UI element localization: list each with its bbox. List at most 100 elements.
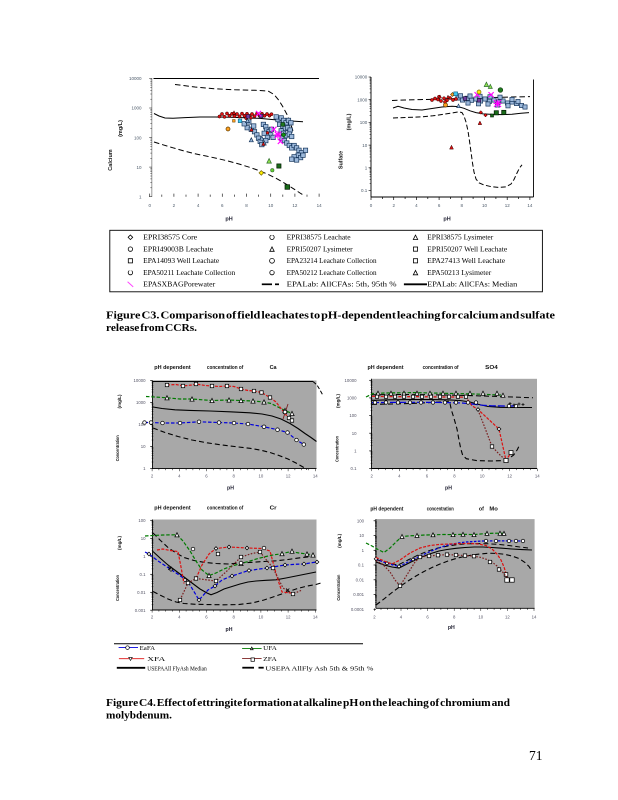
svg-text:10: 10 bbox=[478, 615, 483, 620]
svg-text:Concentration: Concentration bbox=[115, 435, 120, 461]
svg-text:6: 6 bbox=[438, 203, 441, 208]
svg-text:pH: pH bbox=[225, 217, 232, 223]
svg-text:2: 2 bbox=[392, 203, 395, 208]
svg-text:4: 4 bbox=[178, 615, 181, 620]
svg-text:pH: pH bbox=[443, 217, 450, 223]
svg-text:Calcium: Calcium bbox=[108, 149, 114, 171]
svg-text:EPA50211 Leachate Collection: EPA50211 Leachate Collection bbox=[143, 269, 236, 277]
svg-text:EPRI50207 Well Leachate: EPRI50207 Well Leachate bbox=[427, 245, 507, 253]
svg-text:pH: pH bbox=[227, 486, 234, 492]
svg-text:Figure C3. Comparison of fiel: Figure C3. Comparison of field leachates… bbox=[106, 310, 555, 321]
svg-text:12: 12 bbox=[286, 474, 291, 479]
svg-text:concentration: concentration bbox=[427, 507, 454, 513]
svg-text:10: 10 bbox=[482, 203, 488, 208]
svg-text:Cr: Cr bbox=[270, 505, 277, 511]
svg-text:1: 1 bbox=[139, 194, 142, 199]
svg-text:4: 4 bbox=[400, 615, 403, 620]
svg-text:0: 0 bbox=[148, 203, 151, 208]
svg-text:(mg/L): (mg/L) bbox=[118, 120, 124, 137]
svg-text:2: 2 bbox=[151, 615, 154, 620]
svg-text:14: 14 bbox=[535, 474, 540, 479]
svg-text:71: 71 bbox=[529, 748, 543, 763]
svg-text:concentration of: concentration of bbox=[423, 365, 459, 371]
svg-text:0.1: 0.1 bbox=[140, 572, 147, 577]
svg-text:12: 12 bbox=[292, 203, 298, 208]
svg-text:2: 2 bbox=[173, 203, 176, 208]
svg-text:EPA14093 Well Leachate: EPA14093 Well Leachate bbox=[143, 257, 219, 265]
svg-text:6: 6 bbox=[205, 615, 208, 620]
svg-text:6: 6 bbox=[205, 474, 208, 479]
svg-text:pH dependent: pH dependent bbox=[154, 365, 191, 371]
svg-text:10: 10 bbox=[259, 474, 264, 479]
svg-text:concentration of: concentration of bbox=[207, 365, 244, 371]
svg-text:UFA: UFA bbox=[263, 646, 277, 652]
svg-text:1: 1 bbox=[362, 548, 365, 553]
svg-text:2: 2 bbox=[373, 615, 376, 620]
svg-text:4: 4 bbox=[415, 203, 418, 208]
svg-text:0.01: 0.01 bbox=[137, 590, 146, 595]
svg-text:10000: 10000 bbox=[345, 378, 358, 383]
svg-text:Concentration: Concentration bbox=[336, 574, 341, 600]
svg-text:USEPA AllFly Ash 5th & 95th: USEPA AllFly Ash 5th & 95th % bbox=[265, 666, 373, 672]
svg-text:2: 2 bbox=[371, 474, 374, 479]
svg-text:8: 8 bbox=[233, 615, 236, 620]
svg-text:(mg/L): (mg/L) bbox=[336, 393, 341, 408]
svg-text:6: 6 bbox=[426, 615, 429, 620]
svg-text:1: 1 bbox=[143, 466, 146, 471]
svg-text:100: 100 bbox=[360, 120, 368, 125]
svg-text:(mg/L): (mg/L) bbox=[117, 394, 122, 409]
svg-text:EPA50212 Leachate Collection: EPA50212 Leachate Collection bbox=[287, 269, 378, 277]
svg-text:8: 8 bbox=[461, 203, 464, 208]
svg-text:0.001: 0.001 bbox=[353, 592, 364, 597]
svg-text:10000: 10000 bbox=[134, 378, 147, 383]
svg-text:EPA27413 Well Leachate: EPA27413 Well Leachate bbox=[427, 257, 505, 265]
svg-text:12: 12 bbox=[505, 615, 510, 620]
svg-text:4: 4 bbox=[197, 203, 200, 208]
svg-text:12: 12 bbox=[286, 615, 291, 620]
svg-text:(mg/L): (mg/L) bbox=[117, 535, 122, 550]
svg-text:12: 12 bbox=[505, 203, 511, 208]
svg-text:0.001: 0.001 bbox=[135, 608, 146, 613]
svg-text:Ca: Ca bbox=[270, 365, 277, 371]
svg-text:EPRI38575 Core: EPRI38575 Core bbox=[143, 234, 197, 242]
svg-text:EPALab: AllCFAs: Median: EPALab: AllCFAs: Median bbox=[427, 281, 518, 289]
svg-text:concentration of: concentration of bbox=[207, 505, 244, 511]
svg-text:14: 14 bbox=[317, 203, 323, 208]
svg-text:Figure C4. Effect of ettringi: Figure C4. Effect of ettringite formatio… bbox=[106, 698, 510, 709]
svg-text:0: 0 bbox=[370, 203, 373, 208]
svg-text:(mg/L): (mg/L) bbox=[346, 113, 352, 130]
svg-text:100: 100 bbox=[138, 518, 146, 523]
svg-text:pH dependent: pH dependent bbox=[154, 505, 191, 511]
svg-text:6: 6 bbox=[221, 203, 224, 208]
svg-text:Mo: Mo bbox=[489, 507, 498, 513]
svg-text:EPA50213 Lysimeter: EPA50213 Lysimeter bbox=[427, 269, 492, 277]
svg-text:pH: pH bbox=[448, 625, 455, 631]
svg-text:10: 10 bbox=[141, 536, 146, 541]
svg-text:pH dependent: pH dependent bbox=[368, 365, 404, 371]
svg-text:XFA: XFA bbox=[147, 657, 166, 663]
svg-text:10: 10 bbox=[141, 444, 146, 449]
svg-text:10000: 10000 bbox=[129, 76, 142, 81]
svg-text:10000: 10000 bbox=[355, 75, 368, 80]
svg-text:EPALab: AllCFAs: 5th, 95th %: EPALab: AllCFAs: 5th, 95th % bbox=[287, 281, 397, 289]
svg-text:EPASXBAGPorewater: EPASXBAGPorewater bbox=[143, 281, 216, 289]
svg-text:EaFA: EaFA bbox=[140, 646, 156, 652]
svg-text:release from CCRs.: release from CCRs. bbox=[106, 323, 197, 334]
svg-text:10: 10 bbox=[136, 165, 142, 170]
svg-text:EPA23214 Leachate Collection: EPA23214 Leachate Collection bbox=[287, 257, 378, 265]
svg-text:(mg/L): (mg/L) bbox=[337, 533, 342, 548]
svg-text:1000: 1000 bbox=[136, 400, 146, 405]
svg-text:100: 100 bbox=[357, 518, 365, 523]
svg-text:12: 12 bbox=[507, 474, 512, 479]
svg-text:4: 4 bbox=[178, 474, 181, 479]
svg-text:EPRI38575 Leachate: EPRI38575 Leachate bbox=[287, 234, 351, 242]
svg-text:pH: pH bbox=[445, 486, 452, 492]
svg-text:100: 100 bbox=[349, 413, 357, 418]
svg-text:USEPAAll FlyAsh Median: USEPAAll FlyAsh Median bbox=[147, 666, 207, 672]
svg-text:1: 1 bbox=[354, 449, 357, 454]
svg-text:14: 14 bbox=[532, 615, 537, 620]
svg-text:pH: pH bbox=[226, 627, 233, 633]
svg-text:EPRI49003B Leachate: EPRI49003B Leachate bbox=[143, 245, 213, 253]
svg-text:10: 10 bbox=[352, 431, 357, 436]
svg-text:1000: 1000 bbox=[347, 396, 357, 401]
